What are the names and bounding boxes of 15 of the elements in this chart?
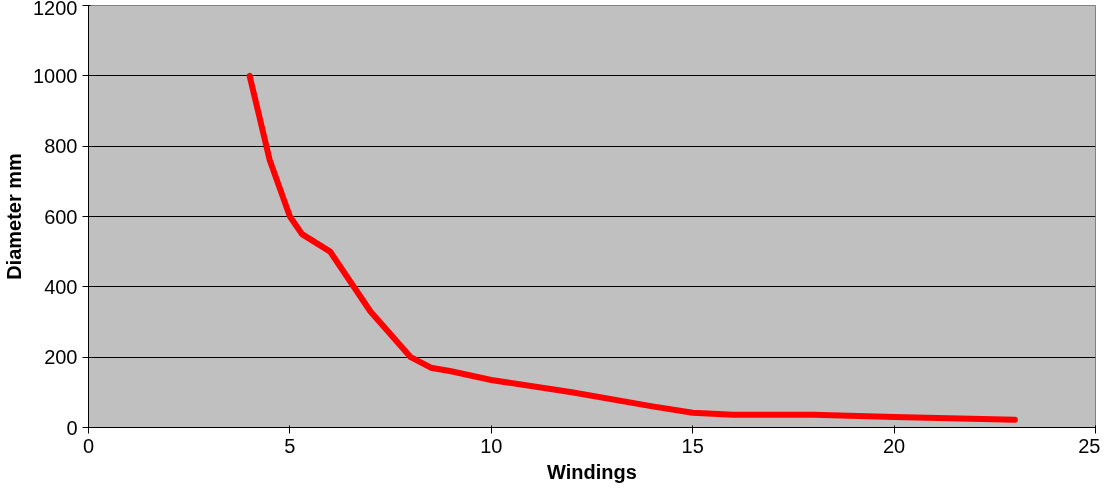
y-tick-label: 400 <box>44 275 78 298</box>
y-tick-label: 1200 <box>33 0 78 19</box>
y-tick-label: 0 <box>66 416 78 439</box>
x-tick-label: 15 <box>681 434 704 457</box>
y-tick-label: 800 <box>44 135 78 158</box>
x-tick-label: 20 <box>882 434 906 457</box>
x-tick-label: 5 <box>284 434 296 457</box>
x-tick-label: 25 <box>1078 434 1101 457</box>
y-axis-title: Diameter mm <box>3 153 26 280</box>
x-tick-label: 0 <box>82 434 95 457</box>
y-tick-label: 1000 <box>33 64 78 87</box>
y-tick-label: 600 <box>44 205 78 228</box>
x-axis-title: Windings <box>547 460 637 483</box>
x-tick-label: 10 <box>480 434 503 457</box>
y-tick-label: 200 <box>44 346 78 369</box>
